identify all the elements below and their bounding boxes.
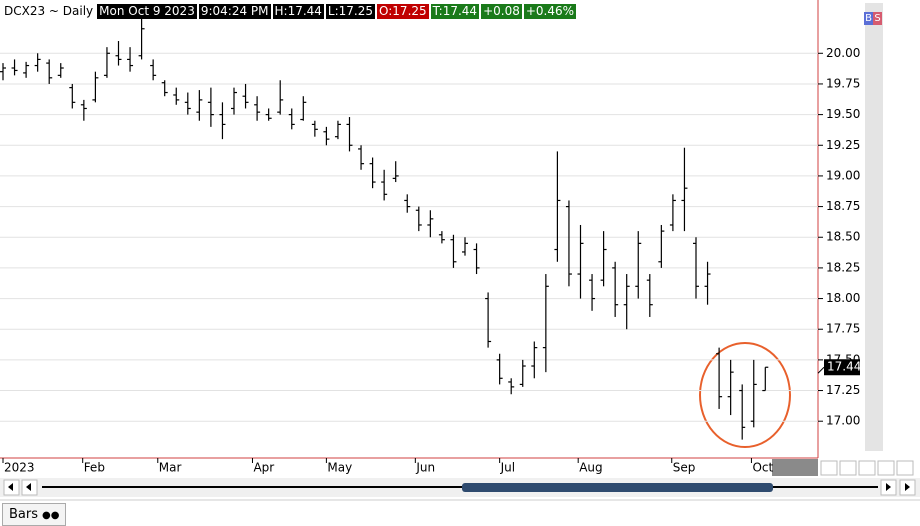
time: 9:04:24 PM <box>198 4 271 19</box>
tab-icon: ●● <box>42 510 60 521</box>
x-tick-label: May <box>327 461 352 475</box>
x-tick-label: Feb <box>84 461 105 475</box>
x-tick-label: Jul <box>500 461 515 475</box>
y-tick-label: 20.00 <box>826 46 860 60</box>
buy-button[interactable]: B <box>864 12 873 25</box>
x-tick-label: Sep <box>673 461 696 475</box>
last-price-pointer <box>817 366 825 374</box>
y-tick-label: 17.00 <box>826 414 860 428</box>
tool-button[interactable] <box>877 460 895 476</box>
tool-button[interactable] <box>820 460 838 476</box>
open: O:17.25 <box>377 4 429 19</box>
marks: 17.0017.2517.5017.7518.0018.2518.5018.75… <box>0 18 861 475</box>
sell-button[interactable]: S <box>873 12 882 25</box>
y-tick-label: 17.25 <box>826 383 860 397</box>
scroll-thumb[interactable] <box>462 483 773 492</box>
tool-button[interactable] <box>839 460 857 476</box>
y-tick-label: 18.50 <box>826 230 860 244</box>
symbol: DCX23 ~ Daily <box>4 4 94 18</box>
x-tick-label: Aug <box>579 461 602 475</box>
highlight-circle <box>699 342 791 448</box>
y-tick-label: 19.25 <box>826 138 860 152</box>
info-bar: DCX23 ~ Daily Mon Oct 9 2023 9:04:24 PM … <box>2 4 577 19</box>
y-tick-label: 19.75 <box>826 76 860 90</box>
side-panel <box>865 3 883 451</box>
x-tick-label: Oct <box>752 461 773 475</box>
y-tick-label: 18.75 <box>826 199 860 213</box>
date: Mon Oct 9 2023 <box>97 4 197 19</box>
tool-button[interactable] <box>896 460 914 476</box>
high: H:17.44 <box>272 4 324 19</box>
y-tick-label: 18.00 <box>826 291 860 305</box>
tab[interactable]: Bars ●● <box>2 503 66 526</box>
y-tick-label: 18.25 <box>826 260 860 274</box>
chart-tools <box>820 460 914 476</box>
x-tick-label: Mar <box>159 461 182 475</box>
y-tick-label: 19.50 <box>826 107 860 121</box>
x-tick-label: Jun <box>415 461 435 475</box>
buy-sell: B S <box>864 12 882 25</box>
last-price-label: 17.44 <box>827 360 861 374</box>
tool-button[interactable] <box>858 460 876 476</box>
tab-label: Bars <box>9 507 39 522</box>
low: L:17.25 <box>325 4 376 19</box>
y-tick-label: 17.75 <box>826 322 860 336</box>
x-tick-label: 2023 <box>4 461 35 475</box>
last-price-box <box>824 359 860 376</box>
x-tick-label: Apr <box>253 461 274 475</box>
last: T:17.44 <box>430 4 480 19</box>
change: +0.08 <box>481 4 522 19</box>
y-tick-label: 19.00 <box>826 168 860 182</box>
change-pct: +0.46% <box>523 4 577 19</box>
future-area <box>772 459 818 476</box>
